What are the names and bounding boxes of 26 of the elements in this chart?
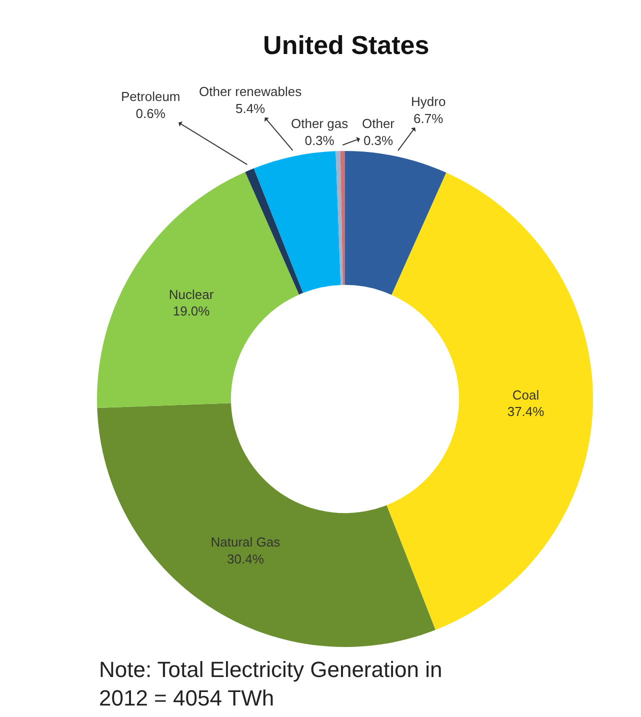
donut-slice xyxy=(97,172,300,408)
slice-label: Nuclear xyxy=(168,286,214,302)
slice-label: Natural Gas xyxy=(210,534,281,550)
data-label: 0.3% xyxy=(304,132,335,148)
data-label: 19.0% xyxy=(172,304,210,319)
text: Note: Total Electricity Generation in 2012 = 4054 TWh xyxy=(99,657,442,711)
slice-label: Other gas xyxy=(291,116,349,131)
data-label: 37.4% xyxy=(507,404,545,420)
data-label: 5.4% xyxy=(235,100,266,116)
donut-slice xyxy=(340,151,345,285)
slice-label: Coal xyxy=(512,387,540,402)
donut-slice xyxy=(345,151,446,295)
donut-slice xyxy=(336,151,343,285)
donut-slice xyxy=(254,151,341,293)
data-label: 0.3% xyxy=(363,132,394,148)
chart-title: United States xyxy=(263,30,430,60)
slice-label: Hydro xyxy=(411,94,446,109)
slice-label: Other xyxy=(362,116,396,131)
slice-label: Other renewables xyxy=(199,84,302,99)
data-label: 0.6% xyxy=(136,106,166,121)
data-label: 30.4% xyxy=(227,551,264,566)
donut-slice xyxy=(386,172,593,630)
slice-label: Petroleum xyxy=(121,89,180,104)
data-label: 6.7% xyxy=(414,110,444,126)
donut-slice xyxy=(245,168,304,295)
donut-slice xyxy=(97,403,436,647)
